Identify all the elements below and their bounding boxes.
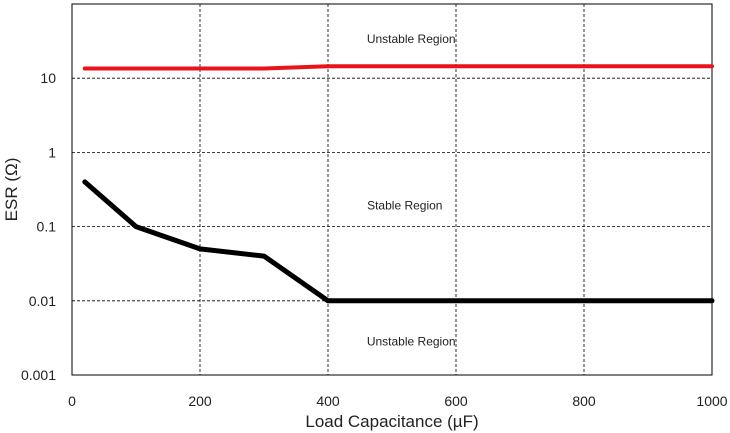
- region-annotations: Unstable Region Stable Region Unstable Reg…: [367, 32, 456, 349]
- y-axis-title: ESR (Ω): [2, 158, 21, 222]
- y-tick-label: 10: [40, 70, 56, 86]
- y-tick-label: 0.001: [21, 367, 56, 383]
- x-tick-label: 200: [188, 393, 212, 409]
- x-tick-label: 600: [444, 393, 468, 409]
- region-label: Unstable Region: [367, 334, 456, 348]
- y-axis-ticks: 0.001 0.01 0.1 1 10: [21, 70, 56, 383]
- y-tick-label: 0.01: [29, 293, 56, 309]
- x-tick-label: 800: [572, 393, 596, 409]
- series-lines: [82, 64, 715, 304]
- y-tick-label: 1: [48, 144, 56, 160]
- region-label: Unstable Region: [367, 32, 456, 46]
- x-tick-label: 0: [68, 393, 76, 409]
- region-label: Stable Region: [367, 199, 442, 213]
- x-tick-label: 400: [316, 393, 340, 409]
- x-axis-ticks: 0 200 400 600 800 1000: [68, 393, 728, 409]
- x-axis-title: Load Capacitance (µF): [305, 412, 478, 431]
- x-tick-label: 1000: [696, 393, 727, 409]
- lower-limit-line: [82, 179, 715, 304]
- plot-frame: [71, 3, 713, 376]
- upper-limit-line: [82, 64, 714, 71]
- grid-lines: [72, 4, 712, 375]
- y-tick-label: 0.1: [37, 219, 57, 235]
